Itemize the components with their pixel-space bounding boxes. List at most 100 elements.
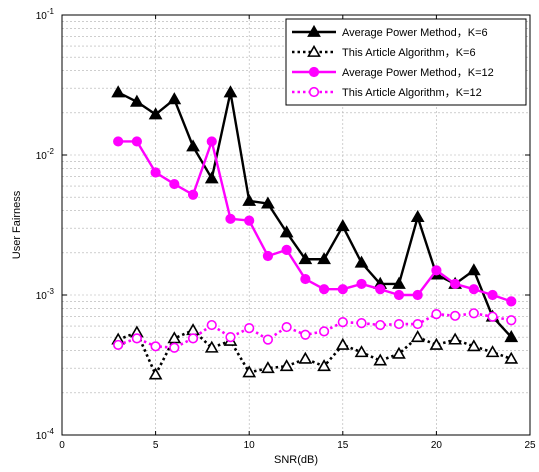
data-point [375, 284, 386, 295]
data-point [506, 296, 517, 307]
data-point [130, 94, 144, 107]
data-point [392, 346, 406, 359]
data-point [335, 219, 350, 232]
y-tick-label: 10-3 [36, 287, 55, 302]
data-point [242, 365, 257, 378]
data-point [281, 321, 292, 333]
x-tick-label: 10 [244, 440, 256, 451]
data-point [468, 284, 479, 295]
data-point [300, 273, 311, 285]
data-point [150, 341, 161, 352]
data-point [410, 330, 425, 343]
data-point [375, 319, 386, 331]
data-point [450, 278, 461, 290]
data-point [111, 85, 126, 98]
x-tick-label: 5 [153, 440, 159, 451]
data-point [167, 331, 182, 344]
x-tick-label: 0 [59, 440, 65, 451]
legend: Average Power Method，K=6 This Article Alg… [285, 18, 527, 106]
data-point [204, 340, 219, 353]
data-point [113, 136, 124, 147]
series-layer [111, 85, 519, 380]
legend-marker [307, 44, 321, 57]
data-point [318, 284, 330, 295]
y-tick-label: 10-2 [36, 147, 55, 162]
series-line [117, 91, 513, 338]
legend-marker [307, 24, 321, 37]
data-point [392, 276, 406, 289]
data-point [167, 92, 182, 105]
data-point [487, 289, 498, 301]
data-point [187, 333, 199, 344]
data-point [354, 255, 369, 268]
data-point [487, 311, 498, 322]
data-point [356, 317, 367, 329]
series-line [117, 312, 512, 350]
data-point [187, 189, 199, 200]
data-point [262, 250, 274, 262]
data-point [298, 252, 313, 265]
data-point [261, 361, 275, 374]
data-point [431, 309, 442, 320]
data-point [317, 252, 331, 265]
legend-marker [308, 66, 320, 78]
data-point [279, 225, 294, 238]
data-point [206, 136, 217, 147]
data-point [393, 289, 405, 301]
data-point [504, 330, 519, 343]
data-point [225, 213, 236, 224]
data-point [410, 210, 425, 223]
data-point [223, 85, 238, 98]
data-point [186, 139, 200, 152]
data-point [393, 318, 405, 330]
series-4 [113, 308, 517, 353]
data-point [150, 167, 161, 178]
data-point [279, 359, 294, 372]
data-point [317, 359, 331, 372]
data-point [262, 334, 274, 345]
data-point [298, 351, 313, 364]
legend-entry: Average Power Method，K=6 [292, 24, 488, 39]
y-axis-label: User Fairness [11, 190, 23, 259]
legend-entry: This Article Algorithm，K=12 [292, 86, 482, 99]
data-point [113, 339, 124, 351]
data-point [356, 278, 367, 290]
series-3 [113, 136, 517, 307]
data-point [225, 332, 236, 343]
x-axis-label: SNR(dB) [274, 454, 318, 466]
data-point [373, 353, 388, 366]
data-point [466, 339, 481, 352]
legend-box [285, 18, 527, 106]
data-point [506, 315, 517, 326]
legend-label: Average Power Method，K=12 [342, 67, 494, 79]
data-point [261, 196, 275, 209]
series-line [117, 328, 512, 376]
data-point [169, 342, 180, 353]
data-point [244, 323, 255, 334]
plot-frame [61, 14, 531, 436]
data-point [412, 289, 423, 301]
x-tick-label: 15 [337, 440, 349, 451]
data-point [131, 136, 142, 147]
data-point [204, 171, 219, 184]
data-point [448, 332, 462, 345]
data-point [412, 318, 423, 330]
y-tick-label: 10-1 [36, 7, 55, 22]
legend-label: This Article Algorithm，K=6 [342, 47, 476, 59]
data-point [504, 351, 519, 364]
axis-ticks: 0 5 10 15 20 25 10-4 10-3 10-2 10-1 [36, 7, 536, 451]
y-tick-label: 10-4 [36, 427, 55, 442]
legend-label: Average Power Method，K=6 [342, 27, 488, 39]
data-point [206, 319, 217, 331]
series-line [118, 140, 512, 303]
data-point [169, 178, 180, 190]
data-point [300, 329, 311, 340]
legend-marker [308, 86, 320, 98]
legend-entry: This Article Algorithm，K=6 [292, 44, 476, 59]
data-point [281, 244, 292, 255]
data-point [468, 308, 479, 319]
data-point [337, 284, 348, 295]
legend-label: This Article Algorithm，K=12 [342, 87, 482, 99]
data-point [431, 265, 442, 276]
data-point [242, 193, 257, 206]
